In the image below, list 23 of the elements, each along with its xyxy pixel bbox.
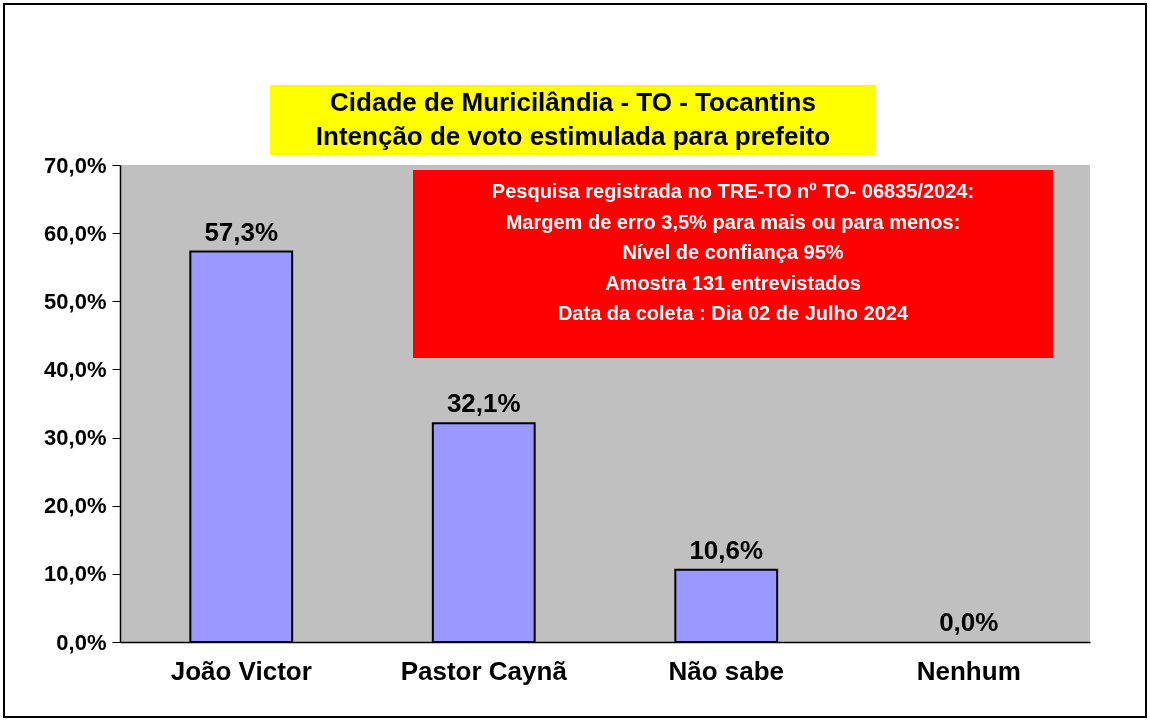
y-tick-label: 20,0% [44,493,107,519]
data-label: 57,3% [204,216,279,247]
chart-title: Cidade de Muricilândia - TO - Tocantins [329,86,817,119]
data-label: 0,0% [939,607,999,637]
x-tick-label: Nenhum [916,655,1021,686]
annotation: Margem de erro 3,5% para mais ou para menos: [504,209,962,235]
data-label: 32,1% [446,388,521,419]
annotation: Nível de confiança 95% [621,240,845,265]
y-tick-label: 40,0% [44,356,107,382]
x-tick-label: Não sabe [668,655,785,686]
annotation: Pesquisa registrada no TRE-TO nº TO- 06835/2024: [490,179,976,204]
chart-subtitle: Intenção de voto estimulada para prefeito [314,120,832,153]
y-tick-label: 50,0% [44,288,107,314]
y-tick-label: 10,0% [44,561,107,587]
y-tick-label: 0,0% [56,629,107,655]
y-tick-label: 70,0% [44,152,107,178]
y-tick-label: 30,0% [44,425,107,451]
y-tick-label: 60,0% [44,220,107,246]
annotation: Amostra 131 entrevistados [604,270,862,296]
data-label: 10,6% [689,534,764,565]
x-tick-label: Pastor Caynã [400,655,568,686]
x-tick-label: João Victor [170,655,312,686]
annotation: Data da coleta : Dia 02 de Julho 2024 [556,301,910,326]
